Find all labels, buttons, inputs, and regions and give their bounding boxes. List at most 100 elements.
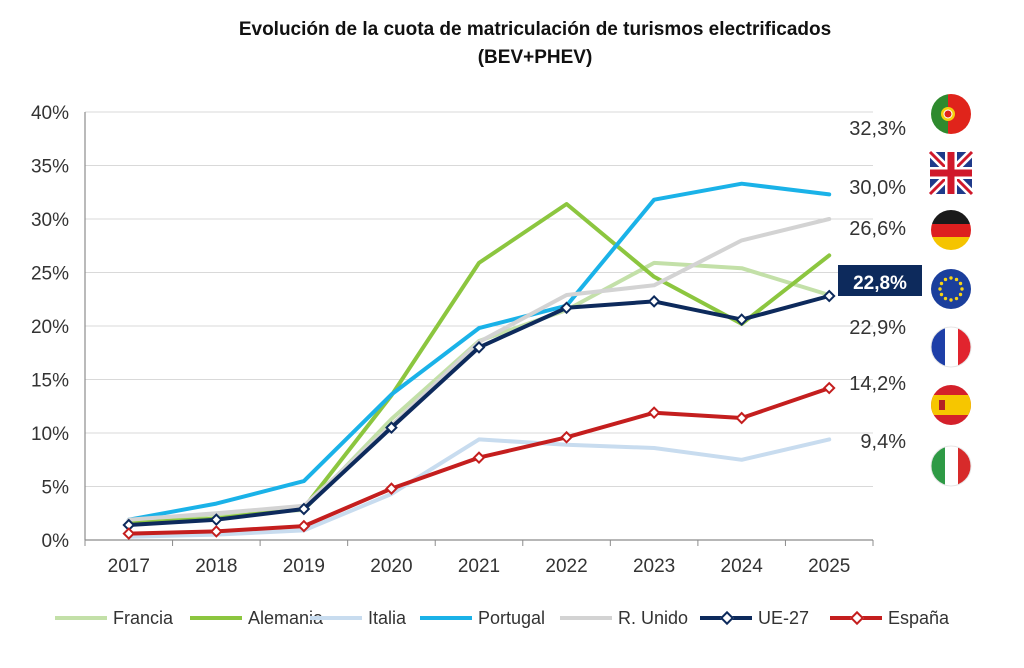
flag-stripe <box>945 446 958 486</box>
legend-marker <box>719 610 735 626</box>
chart-title: Evolución de la cuota de matriculación d… <box>0 16 1024 72</box>
y-tick-label: 0% <box>42 531 70 552</box>
legend-label: España <box>888 607 950 628</box>
y-tick-label: 10% <box>31 424 69 445</box>
legend-label: Alemania <box>248 607 324 628</box>
data-point-ue-27 <box>122 518 136 532</box>
data-point-españa <box>735 411 749 425</box>
y-tick-label: 40% <box>31 103 69 124</box>
france-flag <box>931 327 971 367</box>
legend-item: UE-27 <box>700 604 809 632</box>
y-tick-label: 20% <box>31 317 69 338</box>
flag-stripe <box>931 237 971 250</box>
x-tick-label: 2018 <box>195 556 237 577</box>
data-point-españa <box>122 527 136 540</box>
flag-star <box>939 292 944 297</box>
legend-item: España <box>830 604 949 632</box>
end-label: 22,8% <box>853 273 907 294</box>
end-label-box <box>838 265 922 296</box>
data-point-españa <box>822 381 836 395</box>
flag-star <box>954 277 959 282</box>
flag-star <box>943 296 948 301</box>
x-tick-label: 2025 <box>808 556 850 577</box>
x-tick-label: 2024 <box>721 556 764 577</box>
data-point-españa <box>297 519 311 533</box>
end-label: 22,9% <box>849 317 906 339</box>
italy-flag <box>931 446 971 486</box>
y-tick-label: 5% <box>42 478 70 499</box>
y-tick-label: 30% <box>31 210 69 231</box>
chart-subtitle: (BEV+PHEV) <box>477 47 593 68</box>
series-line-alemania <box>126 202 832 525</box>
flag-stripe <box>931 327 945 367</box>
data-point-españa <box>647 406 661 420</box>
legend-label: Italia <box>368 607 407 628</box>
end-label: 30,0% <box>849 177 906 199</box>
flag-outline <box>930 445 972 487</box>
y-tick-label: 25% <box>31 264 69 285</box>
germany-flag <box>931 210 971 250</box>
legend-swatch <box>830 610 882 626</box>
flag-emblem-shield <box>943 109 953 119</box>
eu-flag <box>931 269 971 309</box>
chart-legend: Francia Alemania Italia Portugal R. Unido UE-… <box>40 604 1020 632</box>
legend-swatch <box>420 616 472 620</box>
flag-star <box>960 287 964 291</box>
legend-label: Francia <box>113 607 174 628</box>
legend-item: Francia <box>55 604 173 632</box>
end-label-highlight: 22,8% <box>838 265 922 296</box>
legend-item: Portugal <box>420 604 545 632</box>
flag-stripe <box>945 327 958 367</box>
flag-star <box>938 287 942 291</box>
legend-item: Italia <box>310 604 406 632</box>
end-label: 9,4% <box>860 431 906 453</box>
data-point-ue-27 <box>822 289 836 303</box>
end-label: 14,2% <box>849 373 906 395</box>
uk-flag <box>927 149 975 197</box>
legend-label: Portugal <box>478 607 546 628</box>
data-point-españa <box>472 451 486 464</box>
line-chart: 0% 5% 10% 15% 20% 25% 30% 35% 40% 2017 2018 2019 202… <box>31 94 975 577</box>
end-label: 26,6% <box>849 218 906 240</box>
flag-star <box>949 276 953 280</box>
data-point-ue-27 <box>472 341 486 354</box>
legend-label: UE-27 <box>758 607 810 628</box>
data-point-ue-27 <box>385 421 398 435</box>
series-line-italia <box>126 437 832 539</box>
x-tick-label: 2019 <box>283 556 325 577</box>
flag-star <box>949 298 953 302</box>
flag-star <box>958 281 963 286</box>
flag-field <box>931 269 971 309</box>
y-tick-label: 15% <box>31 371 69 392</box>
flag-stripe <box>931 446 945 486</box>
x-tick-label: 2023 <box>633 556 675 577</box>
data-point-ue-27 <box>735 313 749 326</box>
flag-field <box>948 94 971 134</box>
flag-cross-red <box>930 169 972 177</box>
legend-swatch <box>190 616 242 620</box>
x-tick-label: 2022 <box>545 556 587 577</box>
x-tick-label: 2021 <box>458 556 500 577</box>
end-label: 32,3% <box>849 118 906 140</box>
flag-outline <box>930 326 972 368</box>
data-point-ue-27 <box>209 513 223 527</box>
legend-item: R. Unido <box>560 604 688 632</box>
legend-item: Alemania <box>190 604 323 632</box>
series-line-portugal <box>126 181 832 522</box>
flag-star <box>954 296 959 301</box>
portugal-flag <box>931 94 971 134</box>
legend-label: R. Unido <box>618 607 689 628</box>
y-tick-label: 35% <box>31 157 69 178</box>
chart-title-main: Evolución de la cuota de matriculación d… <box>238 19 832 40</box>
series-line-francia <box>126 260 832 523</box>
legend-swatch <box>55 616 107 620</box>
data-point-españa <box>385 482 398 496</box>
x-tick-label: 2017 <box>108 556 150 577</box>
data-point-ue-27 <box>560 301 573 315</box>
flag-star <box>939 281 944 286</box>
legend-swatch <box>700 610 752 626</box>
data-point-españa <box>209 525 223 538</box>
flag-stripe <box>958 327 971 367</box>
legend-swatch <box>560 616 612 620</box>
legend-marker <box>849 610 865 626</box>
